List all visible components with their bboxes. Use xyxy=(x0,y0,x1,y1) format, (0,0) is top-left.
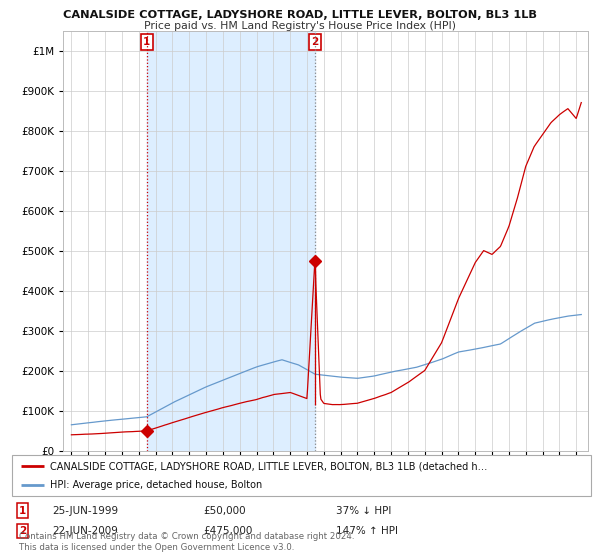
Text: 37% ↓ HPI: 37% ↓ HPI xyxy=(336,506,392,516)
FancyBboxPatch shape xyxy=(12,455,591,496)
Text: Price paid vs. HM Land Registry's House Price Index (HPI): Price paid vs. HM Land Registry's House … xyxy=(144,21,456,31)
Bar xyxy=(147,31,315,451)
Text: 147% ↑ HPI: 147% ↑ HPI xyxy=(336,526,398,536)
Text: 2: 2 xyxy=(311,37,319,47)
Text: Contains HM Land Registry data © Crown copyright and database right 2024.
This d: Contains HM Land Registry data © Crown c… xyxy=(19,532,355,552)
Text: 1: 1 xyxy=(143,37,151,47)
Text: 2: 2 xyxy=(19,526,26,536)
Text: CANALSIDE COTTAGE, LADYSHORE ROAD, LITTLE LEVER, BOLTON, BL3 1LB (detached h…: CANALSIDE COTTAGE, LADYSHORE ROAD, LITTL… xyxy=(50,461,487,471)
Text: HPI: Average price, detached house, Bolton: HPI: Average price, detached house, Bolt… xyxy=(50,480,262,489)
Text: 1: 1 xyxy=(19,506,26,516)
Text: £475,000: £475,000 xyxy=(203,526,253,536)
Text: £50,000: £50,000 xyxy=(203,506,245,516)
Text: CANALSIDE COTTAGE, LADYSHORE ROAD, LITTLE LEVER, BOLTON, BL3 1LB: CANALSIDE COTTAGE, LADYSHORE ROAD, LITTL… xyxy=(63,10,537,20)
Text: 22-JUN-2009: 22-JUN-2009 xyxy=(53,526,118,536)
Text: 25-JUN-1999: 25-JUN-1999 xyxy=(53,506,119,516)
